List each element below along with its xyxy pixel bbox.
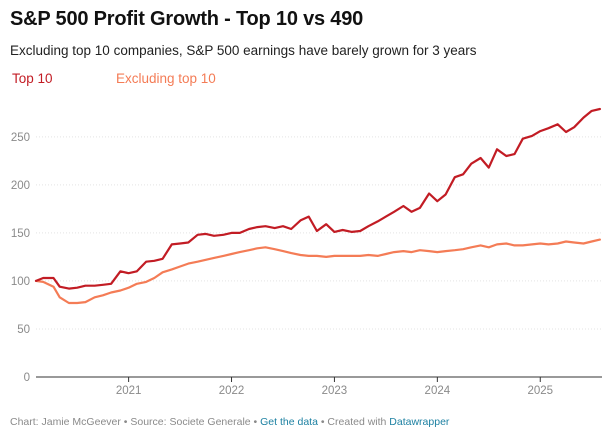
chart-footer: Chart: Jamie McGeever • Source: Societe … bbox=[10, 416, 449, 428]
datawrapper-link[interactable]: Datawrapper bbox=[389, 416, 450, 428]
y-tick-label: 100 bbox=[11, 276, 30, 288]
x-tick-label: 2021 bbox=[116, 385, 142, 397]
line-chart: 0 50 100 150 200 250 2021 2022 2023 2024 2025 bbox=[11, 107, 602, 397]
series-line-excluding-top-10 bbox=[34, 238, 602, 305]
y-tick-label: 250 bbox=[11, 132, 30, 144]
y-tick-label: 0 bbox=[24, 372, 30, 384]
legend-top-10: Top 10 bbox=[12, 71, 53, 86]
legend-excluding-top-10: Excluding top 10 bbox=[116, 71, 216, 86]
x-tick-label: 2024 bbox=[425, 385, 451, 397]
series-line-top-10 bbox=[34, 107, 602, 290]
y-tick-label: 200 bbox=[11, 180, 30, 192]
x-tick-label: 2023 bbox=[322, 385, 348, 397]
footer-source: Chart: Jamie McGeever • Source: Societe … bbox=[10, 416, 261, 428]
chart-subtitle: Excluding top 10 companies, S&P 500 earn… bbox=[10, 43, 477, 58]
series-layer bbox=[34, 107, 602, 305]
y-tick-label: 150 bbox=[11, 228, 30, 240]
get-the-data-link[interactable]: Get the data bbox=[260, 416, 318, 428]
footer-created-with: • Created with bbox=[317, 416, 390, 428]
grid-layer bbox=[36, 136, 602, 330]
x-tick-label: 2025 bbox=[527, 385, 553, 397]
y-tick-label: 50 bbox=[17, 324, 30, 336]
axis-layer: 0 50 100 150 200 250 2021 2022 2023 2024 2025 bbox=[11, 132, 602, 397]
x-tick-label: 2022 bbox=[219, 385, 245, 397]
chart-title: S&P 500 Profit Growth - Top 10 vs 490 bbox=[10, 8, 364, 30]
